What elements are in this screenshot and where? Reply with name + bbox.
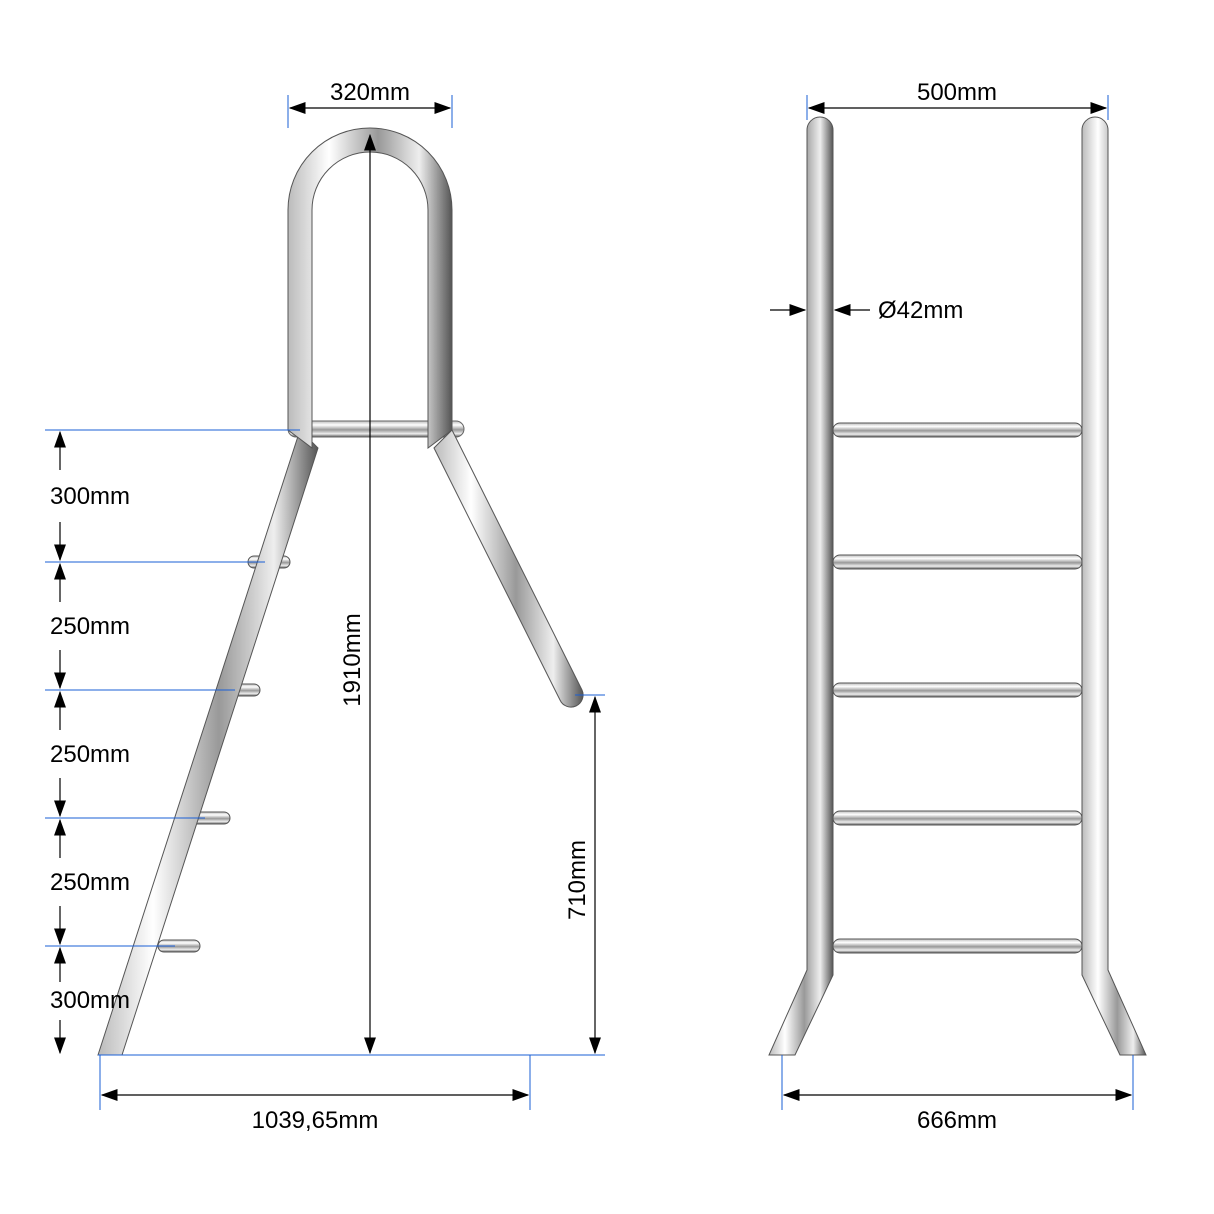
- side-view: 320mm 1910mm 710mm 1039,65mm 300mm: [45, 79, 605, 1134]
- rung-spacing-dims: 300mm 250mm 250mm 250mm 300mm: [45, 430, 300, 1053]
- dim-total-height: 1910mm: [339, 613, 366, 706]
- dim-front-top: 500mm: [917, 79, 997, 106]
- dim-spacing-3: 250mm: [50, 741, 130, 768]
- left-leg-tube: [98, 430, 318, 1055]
- dim-short-leg: 710mm: [564, 840, 591, 920]
- right-leg-tube: [434, 430, 583, 707]
- dim-spacing-1: 300mm: [50, 483, 130, 510]
- dim-spacing-4: 250mm: [50, 869, 130, 896]
- dim-spacing-2: 250mm: [50, 613, 130, 640]
- dim-top-width: 320mm: [330, 79, 410, 106]
- dim-tube-dia: Ø42mm: [878, 297, 963, 324]
- front-left-rail: [769, 117, 833, 1055]
- dim-spacing-5: 300mm: [50, 987, 130, 1014]
- front-right-rail: [1082, 117, 1146, 1055]
- front-rungs: [833, 423, 1082, 953]
- drawing-canvas: 320mm 1910mm 710mm 1039,65mm 300mm: [0, 0, 1214, 1214]
- dim-front-base: 666mm: [917, 1107, 997, 1134]
- front-view: 500mm Ø42mm 666mm: [769, 79, 1146, 1134]
- rung-stubs: [158, 556, 290, 952]
- dim-base-width: 1039,65mm: [252, 1107, 379, 1134]
